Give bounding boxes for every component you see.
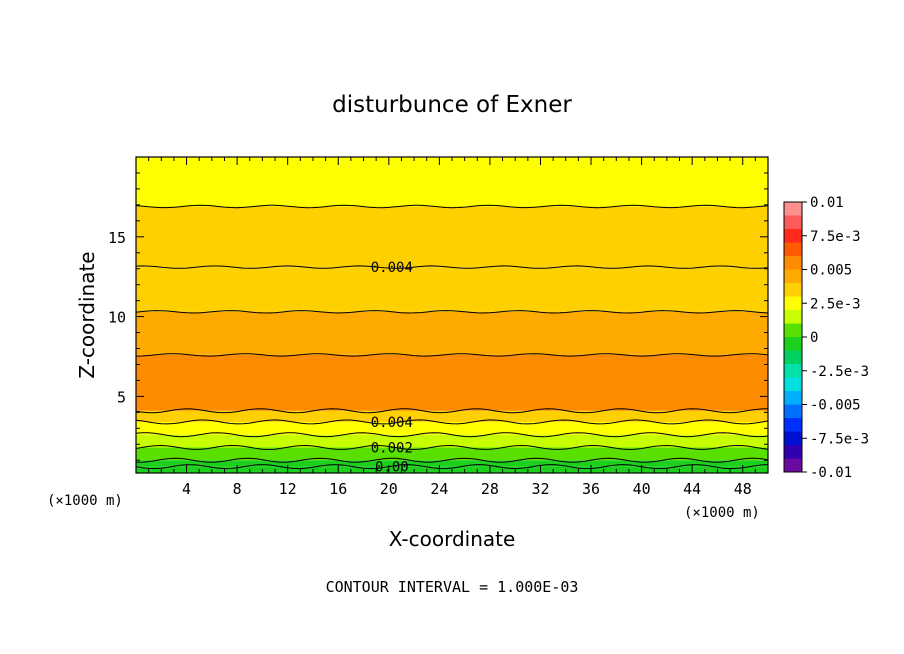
level-band-8	[136, 267, 768, 312]
colorbar-swatch-18	[784, 445, 802, 459]
colorbar-swatch-12	[784, 364, 802, 378]
contour-line-0	[135, 464, 769, 470]
contour-label-text-2: 0.002	[371, 440, 413, 456]
x-tick-label-10: 44	[683, 480, 701, 498]
colorbar-label-1: 7.5e-3	[810, 229, 861, 245]
level-band-1	[136, 460, 768, 467]
x-axis-ticks: 4 8 12 16 20 24 28 32 36 40 44 48	[148, 157, 756, 498]
x-tick-label-2: 12	[279, 480, 297, 498]
level-band-10	[136, 157, 768, 207]
colorbar-label-6: -0.005	[810, 398, 861, 414]
chart-title: disturbunce of Exner	[332, 92, 572, 118]
x-unit-label-left: (×1000 m)	[47, 493, 123, 509]
contour-label-1: 0.004	[371, 415, 413, 431]
contour-lines	[135, 204, 769, 470]
contour-label-0: 0.004	[371, 260, 413, 276]
level-band-7	[136, 311, 768, 355]
x-tick-label-11: 48	[734, 480, 752, 498]
contour-interval-footer: CONTOUR INTERVAL = 1.000E-03	[326, 578, 579, 596]
colorbar-swatch-11	[784, 350, 802, 365]
colorbar-label-3: 2.5e-3	[810, 296, 861, 312]
colorbar: 0.01 7.5e-3 0.005 2.5e-3 0 -2.5e-3 -0.005 -7.5e…	[783, 195, 869, 481]
colorbar-swatch-15	[784, 404, 802, 419]
level-band-3	[136, 434, 768, 448]
colorbar-swatch-19	[784, 458, 802, 473]
x-tick-label-1: 8	[233, 480, 242, 498]
x-axis-label: X-coordinate	[389, 527, 516, 551]
contour-line-5	[135, 408, 769, 414]
level-band-5	[136, 410, 768, 422]
level-band-6	[136, 354, 768, 411]
contour-label-text-0: 0.004	[371, 260, 413, 276]
colorbar-swatch-8	[784, 310, 802, 324]
colorbar-label-7: -7.5e-3	[810, 431, 869, 447]
contour-line-3	[135, 432, 769, 438]
x-tick-label-3: 16	[329, 480, 347, 498]
contour-line-9	[135, 204, 769, 209]
colorbar-swatch-4	[784, 256, 802, 270]
colorbar-label-2: 0.005	[810, 263, 852, 279]
contour-label-text-1: 0.004	[371, 415, 413, 431]
colorbar-swatch-0	[784, 202, 802, 216]
contour-line-4	[135, 419, 769, 425]
contour-line-7	[135, 310, 769, 314]
y-axis-label: Z-coordinate	[75, 251, 99, 378]
colorbar-label-0: 0.01	[810, 195, 844, 211]
contour-line-2	[135, 444, 769, 451]
x-tick-label-0: 4	[182, 480, 191, 498]
contour-labels: 0.004 0.004 0.002 0.00	[371, 260, 413, 475]
colorbar-swatch-7	[784, 296, 802, 311]
level-band-2	[136, 447, 768, 461]
y-tick-label-1: 10	[108, 309, 126, 327]
colorbar-swatch-10	[784, 337, 802, 351]
colorbar-swatch-3	[784, 242, 802, 257]
colorbar-label-5: -2.5e-3	[810, 364, 869, 380]
colorbar-swatch-2	[784, 229, 802, 243]
colorbar-label-4: 0	[810, 330, 818, 346]
colorbar-swatch-17	[784, 431, 802, 446]
colorbar-swatch-16	[784, 418, 802, 432]
colorbar-swatch-13	[784, 377, 802, 392]
x-tick-label-7: 32	[531, 480, 549, 498]
x-tick-label-8: 36	[582, 480, 600, 498]
colorbar-swatch-9	[784, 323, 802, 338]
colorbar-swatch-14	[784, 391, 802, 405]
x-tick-label-4: 20	[380, 480, 398, 498]
colorbar-label-8: -0.01	[810, 465, 852, 481]
y-axis-ticks: 5 10 15	[108, 172, 768, 461]
contour-line-6	[135, 353, 769, 357]
level-band-9	[136, 206, 768, 268]
colorbar-swatch-1	[784, 215, 802, 230]
colorbar-swatch-5	[784, 269, 802, 284]
contour-label-2: 0.002	[371, 440, 413, 456]
y-tick-label-0: 5	[117, 388, 126, 406]
x-unit-label-right: (×1000 m)	[684, 505, 760, 521]
y-tick-label-2: 15	[108, 229, 126, 247]
x-tick-label-9: 40	[633, 480, 651, 498]
contour-label-3: 0.00	[375, 460, 409, 476]
colorbar-swatch-6	[784, 283, 802, 297]
contour-label-text-3: 0.00	[375, 460, 409, 476]
x-tick-label-6: 28	[481, 480, 499, 498]
plot-area	[136, 157, 768, 473]
contour-line-1	[136, 457, 769, 463]
x-tick-label-5: 24	[430, 480, 448, 498]
contour-line-8	[135, 265, 769, 269]
level-band-4	[136, 421, 768, 435]
